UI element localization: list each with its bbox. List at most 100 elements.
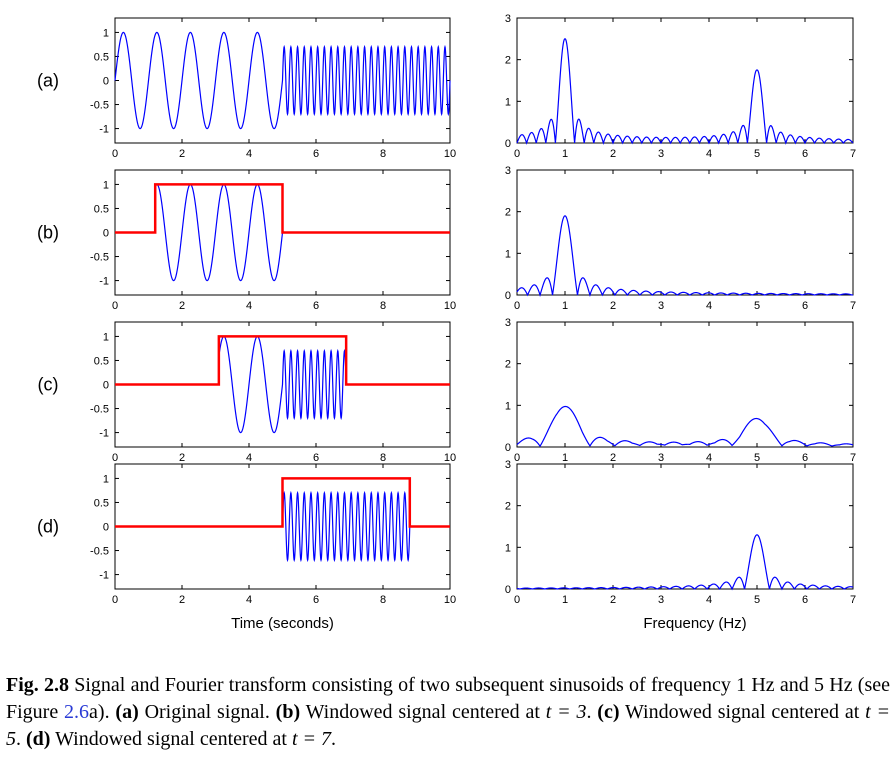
time-b-xtick-label: 8 bbox=[380, 300, 386, 312]
caption-a-text: Original signal. bbox=[138, 701, 276, 723]
freq-d-xtick-label: 0 bbox=[514, 594, 520, 606]
time-d-ytick-label: 1 bbox=[103, 473, 109, 485]
time-b-ytick-label: -1 bbox=[99, 276, 109, 288]
time-a-xtick-label: 2 bbox=[179, 148, 185, 160]
time-a-ytick-label: -0.5 bbox=[90, 100, 109, 112]
freq-b-ytick-label: 1 bbox=[505, 248, 511, 260]
freq-b-xtick-label: 5 bbox=[754, 300, 760, 312]
caption-d-eq: t = 7 bbox=[291, 728, 332, 750]
freq-a-ytick-label: 1 bbox=[505, 96, 511, 108]
freq-d-xtick-label: 5 bbox=[754, 594, 760, 606]
freq-chart-b: 0 1 2 3 4 5 6 7 3 2 1 0 bbox=[505, 165, 856, 312]
time-d-xtick-label: 6 bbox=[313, 594, 319, 606]
time-b-ytick-label: 0 bbox=[103, 228, 109, 240]
time-b-ytick-label: -0.5 bbox=[90, 252, 109, 264]
freq-d-xtick-label: 2 bbox=[610, 594, 616, 606]
freq-a-xtick-label: 0 bbox=[514, 148, 520, 160]
freq-b-xtick-label: 0 bbox=[514, 300, 520, 312]
time-a-xtick-label: 8 bbox=[380, 148, 386, 160]
freq-spectrum-line-d bbox=[516, 534, 854, 591]
freq-c-xtick-label: 7 bbox=[850, 452, 856, 464]
freq-c-xtick-label: 2 bbox=[610, 452, 616, 464]
freq-d-xtick-label: 3 bbox=[658, 594, 664, 606]
row-label-b: (b) bbox=[37, 223, 59, 243]
freq-chart-c: 0 1 2 3 4 5 6 7 3 2 1 0 bbox=[505, 317, 856, 464]
freq-axis-title: Frequency (Hz) bbox=[643, 615, 746, 632]
time-a-xtick-label: 6 bbox=[313, 148, 319, 160]
time-d-xtick-label: 0 bbox=[112, 594, 118, 606]
row-label-d: (d) bbox=[37, 517, 59, 537]
time-d-ytick-label: -1 bbox=[99, 570, 109, 582]
caption-c-text: Windowed signal centered at bbox=[619, 701, 866, 723]
time-a-ytick-label: 0.5 bbox=[94, 51, 109, 63]
time-a-xtick-label: 10 bbox=[444, 148, 456, 160]
freq-c-xtick-label: 0 bbox=[514, 452, 520, 464]
caption-b-eq: t = 3 bbox=[545, 701, 587, 723]
time-d-xtick-label: 10 bbox=[444, 594, 456, 606]
freq-c-axes-frame bbox=[516, 321, 854, 448]
freq-c-xtick-label: 4 bbox=[706, 452, 712, 464]
caption-c-eq: t = 5 bbox=[6, 701, 891, 750]
freq-a-xtick-label: 1 bbox=[562, 148, 568, 160]
time-signal-line-a bbox=[114, 31, 451, 130]
freq-a-axes-frame bbox=[516, 17, 854, 144]
time-b-xtick-label: 2 bbox=[179, 300, 185, 312]
caption-a-label: (a) bbox=[115, 701, 139, 723]
freq-d-ytick-label: 1 bbox=[505, 542, 511, 554]
freq-b-ytick-label: 0 bbox=[505, 290, 511, 302]
freq-c-ytick-label: 0 bbox=[505, 442, 511, 454]
freq-c-xtick-label: 5 bbox=[754, 452, 760, 464]
freq-a-xtick-label: 6 bbox=[802, 148, 808, 160]
time-a-ytick-label: 0 bbox=[103, 76, 109, 88]
row-label-a: (a) bbox=[37, 71, 59, 91]
time-c-xtick-label: 10 bbox=[444, 452, 456, 464]
time-c-ytick-label: 0 bbox=[103, 380, 109, 392]
freq-c-ytick-label: 1 bbox=[505, 400, 511, 412]
time-d-ytick-label: -0.5 bbox=[90, 546, 109, 558]
freq-a-xtick-label: 3 bbox=[658, 148, 664, 160]
freq-b-xtick-label: 4 bbox=[706, 300, 712, 312]
caption-b-label: (b) bbox=[275, 701, 301, 723]
time-axis-title: Time (seconds) bbox=[231, 615, 334, 632]
time-chart-b: 0 2 4 6 8 10 1 0.5 0 -0.5 -1 bbox=[90, 169, 456, 312]
freq-c-xtick-label: 3 bbox=[658, 452, 664, 464]
freq-b-xtick-label: 6 bbox=[802, 300, 808, 312]
freq-c-ytick-label: 2 bbox=[505, 359, 511, 371]
freq-b-ytick-label: 3 bbox=[505, 165, 511, 177]
freq-spectrum-line-c bbox=[516, 405, 854, 448]
freq-b-xtick-label: 3 bbox=[658, 300, 664, 312]
freq-spectrum-line-b bbox=[516, 215, 854, 297]
freq-d-xtick-label: 6 bbox=[802, 594, 808, 606]
caption-figure-ref[interactable]: 2.6 bbox=[64, 701, 90, 723]
freq-d-xtick-label: 1 bbox=[562, 594, 568, 606]
freq-b-xtick-label: 1 bbox=[562, 300, 568, 312]
freq-b-axes-frame bbox=[516, 169, 854, 296]
time-b-xtick-label: 10 bbox=[444, 300, 456, 312]
time-c-ytick-label: 1 bbox=[103, 331, 109, 343]
figure-caption: Fig. 2.8 Signal and Fourier transform co… bbox=[6, 674, 891, 750]
time-c-xtick-label: 8 bbox=[380, 452, 386, 464]
time-window-line-c bbox=[115, 335, 450, 386]
freq-a-xtick-label: 4 bbox=[706, 148, 712, 160]
freq-a-ytick-label: 2 bbox=[505, 55, 511, 67]
time-c-xtick-label: 2 bbox=[179, 452, 185, 464]
caption-fig-label: Fig. 2.8 bbox=[6, 674, 70, 696]
time-d-xtick-label: 8 bbox=[380, 594, 386, 606]
freq-chart-a: 0 1 2 3 4 5 6 7 3 2 1 0 bbox=[505, 13, 856, 160]
time-c-xtick-label: 0 bbox=[112, 452, 118, 464]
time-window-line-b bbox=[115, 183, 450, 234]
freq-d-ytick-label: 2 bbox=[505, 501, 511, 513]
time-b-xtick-label: 4 bbox=[246, 300, 252, 312]
caption-text-1: Signal and Fourier transform consisting … bbox=[6, 674, 891, 723]
time-c-ytick-label: -0.5 bbox=[90, 404, 109, 416]
freq-chart-d: 0 1 2 3 4 5 6 7 3 2 1 0 bbox=[505, 459, 856, 606]
time-chart-c: 0 2 4 6 8 10 1 0.5 0 -0.5 -1 bbox=[90, 321, 456, 464]
freq-d-ytick-label: 0 bbox=[505, 584, 511, 596]
freq-c-ytick-label: 3 bbox=[505, 317, 511, 329]
time-a-xtick-label: 0 bbox=[112, 148, 118, 160]
freq-b-ytick-label: 2 bbox=[505, 207, 511, 219]
time-b-xtick-label: 6 bbox=[313, 300, 319, 312]
freq-d-xtick-label: 4 bbox=[706, 594, 712, 606]
freq-d-ytick-label: 3 bbox=[505, 459, 511, 471]
